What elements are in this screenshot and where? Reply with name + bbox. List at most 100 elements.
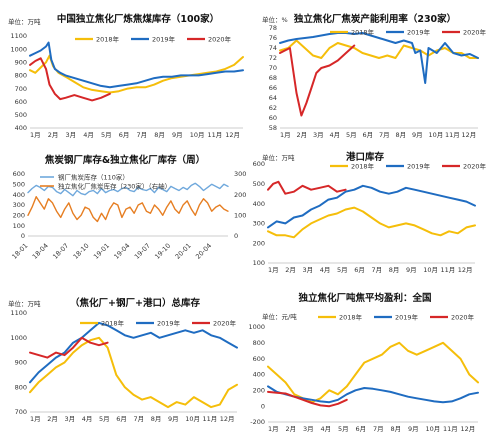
x-tick-label: 11月 bbox=[203, 415, 218, 423]
series-line-2 bbox=[29, 57, 111, 102]
x-tick-label: 6月 bbox=[363, 131, 374, 139]
y-tick-label: 700 bbox=[15, 408, 27, 416]
x-tick-label: 11月 bbox=[445, 131, 460, 139]
legend-label: 2019年 bbox=[152, 34, 176, 43]
series-line-0 bbox=[279, 39, 479, 59]
x-tick-label: 3月 bbox=[303, 425, 314, 433]
y-tick-label: 1000 bbox=[248, 323, 265, 331]
y-tick-label: 800 bbox=[15, 72, 27, 80]
y-tick-label: 600 bbox=[253, 160, 265, 168]
y-tick-label: 200 bbox=[253, 387, 265, 395]
y-tick-label: 74 bbox=[269, 44, 277, 52]
y-tick-label: 76 bbox=[269, 34, 277, 42]
y-tick-label: 58 bbox=[269, 124, 277, 132]
x-tick-label: 9月 bbox=[408, 425, 419, 433]
x-tick-label: 12月 bbox=[458, 266, 473, 274]
y-tick-label: 300 bbox=[13, 201, 25, 209]
x-tick-label: 1月 bbox=[268, 425, 279, 433]
legend-label: 2020年 bbox=[463, 27, 487, 36]
legend-label: 2019年 bbox=[407, 161, 431, 170]
x-tick-label: 12月 bbox=[225, 131, 240, 139]
y-tick-label: 500 bbox=[13, 181, 25, 189]
x-tick-label: 2月 bbox=[297, 131, 308, 139]
series-line-1 bbox=[27, 195, 229, 223]
legend-label: 2019年 bbox=[395, 312, 419, 321]
x-tick-label: 9月 bbox=[172, 131, 183, 139]
x-tick-label: 19-01 bbox=[92, 242, 111, 261]
y-tick-label: 800 bbox=[15, 383, 27, 391]
x-tick-label: 10月 bbox=[185, 415, 200, 423]
legend-label: 2020年 bbox=[451, 312, 475, 321]
legend-label: 2018年 bbox=[339, 312, 363, 321]
x-tick-label: 18-10 bbox=[72, 242, 91, 261]
x-tick-label: 3月 bbox=[65, 415, 76, 423]
unit-label: 单位：万吨 bbox=[8, 299, 41, 308]
legend-label: 2018年 bbox=[351, 161, 375, 170]
x-tick-label: 2月 bbox=[286, 425, 297, 433]
x-tick-label: 6月 bbox=[116, 415, 127, 423]
x-tick-label: 10月 bbox=[423, 266, 438, 274]
x-tick-label: 9月 bbox=[168, 415, 179, 423]
y-tick-label: 78 bbox=[269, 24, 277, 32]
series-line-0 bbox=[27, 182, 229, 197]
unit-label: 单位：元/吨 bbox=[262, 312, 297, 321]
chart-title: 独立焦化厂焦炭产能利用率（230家） bbox=[293, 13, 456, 25]
x-tick-label: 19-07 bbox=[133, 242, 152, 261]
y-tick-label: 64 bbox=[269, 94, 277, 102]
x-tick-label: 5月 bbox=[338, 425, 349, 433]
x-tick-label: 18-07 bbox=[51, 242, 70, 261]
x-tick-label: 10月 bbox=[429, 131, 444, 139]
x-tick-label: 1月 bbox=[30, 131, 41, 139]
x-tick-label: 11月 bbox=[208, 131, 223, 139]
y-tick-label: 600 bbox=[13, 170, 25, 178]
y-tick-label: 400 bbox=[13, 191, 25, 199]
y-tick-label: 1100 bbox=[10, 309, 27, 317]
y-tick-label: 62 bbox=[269, 104, 277, 112]
chart-title: （焦化厂+钢厂+港口）总库存 bbox=[70, 297, 200, 309]
chart-title: 港口库存 bbox=[346, 151, 385, 163]
x-tick-label: 11月 bbox=[441, 266, 456, 274]
series-line-0 bbox=[267, 341, 479, 404]
y-tick-label: 66 bbox=[269, 84, 277, 92]
series-line-0 bbox=[267, 206, 476, 239]
x-tick-label: 18-04 bbox=[31, 242, 50, 261]
y2-tick-label: 0 bbox=[234, 232, 238, 240]
y-tick-label: 70 bbox=[269, 64, 277, 72]
x-tick-label: 20-04 bbox=[194, 242, 213, 261]
x-tick-label: 6月 bbox=[119, 131, 130, 139]
x-tick-label: 5月 bbox=[99, 415, 110, 423]
chart-title: 中国独立焦化厂炼焦煤库存（100家） bbox=[57, 13, 219, 25]
x-tick-label: 9月 bbox=[406, 266, 417, 274]
legend-label: 2018年 bbox=[101, 318, 125, 327]
legend-label: 2020年 bbox=[213, 318, 237, 327]
x-tick-label: 3月 bbox=[66, 131, 77, 139]
x-tick-label: 19-04 bbox=[112, 242, 131, 261]
x-tick-label: 10月 bbox=[190, 131, 205, 139]
series-line-1 bbox=[29, 41, 244, 89]
legend-label: 2019年 bbox=[407, 27, 431, 36]
x-tick-label: 8月 bbox=[151, 415, 162, 423]
legend-label: 2020年 bbox=[463, 161, 487, 170]
x-tick-label: 7月 bbox=[372, 266, 383, 274]
x-tick-label: 8月 bbox=[396, 131, 407, 139]
x-tick-label: 7月 bbox=[379, 131, 390, 139]
x-tick-label: 12月 bbox=[461, 425, 476, 433]
legend-label: 独立焦化厂焦炭库存（230家）（右轴） bbox=[58, 181, 171, 190]
y-tick-label: 100 bbox=[253, 259, 265, 267]
series-line-2 bbox=[279, 44, 356, 117]
legend-label: 2019年 bbox=[157, 318, 181, 327]
unit-label: 单位：% bbox=[262, 15, 288, 24]
unit-label: 单位：万吨 bbox=[262, 153, 295, 162]
y2-tick-label: 300 bbox=[234, 170, 246, 178]
x-tick-label: 9月 bbox=[412, 131, 423, 139]
y-tick-label: 500 bbox=[15, 111, 27, 119]
y-tick-label: 1000 bbox=[10, 45, 27, 53]
y-tick-label: 0 bbox=[261, 402, 265, 410]
chart-title: 独立焦化厂吨焦平均盈利：全国 bbox=[297, 292, 431, 304]
y-tick-label: 400 bbox=[253, 200, 265, 208]
series-line-2 bbox=[267, 390, 348, 408]
x-tick-label: 7月 bbox=[373, 425, 384, 433]
x-tick-label: 3月 bbox=[313, 131, 324, 139]
y2-tick-label: 200 bbox=[234, 191, 246, 199]
